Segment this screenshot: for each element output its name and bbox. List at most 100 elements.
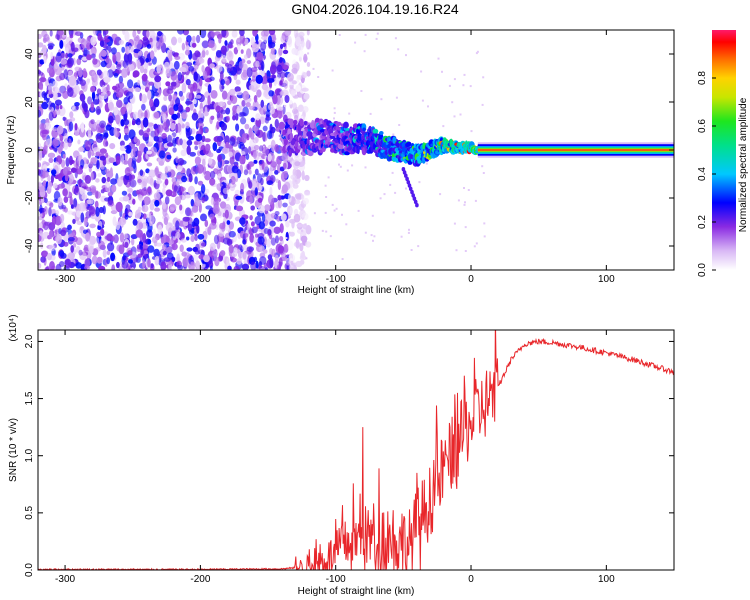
noise-blob [121,46,126,53]
noise-blob [42,170,49,178]
noise-blob [113,106,119,116]
noise-blob [217,154,223,163]
noise-blob [86,186,92,192]
noise-speck [453,115,456,118]
y-tick-label: 0 [24,147,35,153]
noise-blob [91,90,96,101]
noise-blob [146,43,152,49]
noise-blob [201,135,206,143]
noise-blob [55,235,63,245]
noise-blob [66,63,73,68]
noise-blob [210,115,215,121]
snr-panel: -300 -200 -100 0 100 0.0 0.5 1.0 1.5 2.0 Height … [8,314,675,597]
noise-blob [146,175,154,184]
x-tick-label: 100 [598,274,615,285]
noise-blob [119,232,125,243]
noise-blob [144,110,148,119]
noise-speck [288,231,291,234]
noise-blob [226,115,231,122]
noise-speck [441,70,443,73]
noise-blob [41,129,49,135]
noise-blob [216,65,223,73]
noise-blob [277,198,282,209]
noise-blob [156,64,161,74]
noise-blob [261,83,269,91]
noise-blob [87,96,93,105]
noise-blob [195,133,203,142]
noise-blob [274,170,279,175]
noise-blob [195,260,200,268]
noise-blob [294,199,301,205]
x-tick-label: -200 [190,574,210,585]
noise-blob [104,235,112,241]
noise-speck [363,50,366,53]
noise-speck [325,196,328,198]
noise-blob [267,103,274,111]
noise-blob [84,265,91,270]
noise-blob [173,94,177,100]
noise-blob [244,233,249,238]
noise-blob [270,47,276,55]
noise-speck [482,172,485,174]
noise-blob [302,106,309,113]
noise-blob [250,117,255,123]
noise-speck [470,130,473,133]
noise-blob [254,168,259,176]
noise-blob [104,197,111,202]
noise-speck [333,117,335,120]
noise-speck [321,229,324,232]
noise-blob [141,204,149,213]
noise-speck [304,223,307,226]
noise-blob [219,201,227,209]
noise-blob [223,160,230,165]
noise-blob [271,145,275,152]
noise-blob [39,123,47,130]
noise-blob [305,40,312,50]
x-tick-label: 0 [468,574,474,585]
noise-blob [57,196,63,207]
noise-blob [64,133,68,142]
noise-blob [294,114,299,121]
noise-blob [268,90,274,97]
noise-speck [427,105,429,108]
signal-blob [287,118,295,126]
noise-blob [162,244,167,250]
noise-blob [236,38,241,43]
noise-blob [63,196,69,204]
noise-blob [238,61,244,69]
noise-blob [221,30,227,38]
signal-blob [329,135,336,139]
noise-blob [162,187,166,196]
colorbar-tick-label: 0.4 [697,167,708,181]
noise-blob [42,44,47,55]
noise-blob [220,45,227,55]
noise-blob [303,197,309,205]
noise-speck [462,84,465,87]
noise-blob [47,152,56,158]
noise-blob [276,109,284,119]
noise-blob [123,52,129,63]
noise-blob [55,263,62,270]
noise-blob [154,75,162,83]
noise-blob [132,198,136,205]
noise-blob [107,200,115,207]
noise-blob [86,54,92,61]
noise-blob [177,158,185,166]
noise-blob [197,117,204,124]
noise-blob [100,49,107,57]
noise-blob [264,267,268,270]
noise-blob [122,30,126,35]
noise-blob [74,31,82,37]
noise-speck [324,184,327,187]
noise-blob [69,34,74,39]
noise-blob [67,224,72,231]
noise-blob [124,145,132,150]
noise-blob [201,65,205,73]
noise-blob [166,154,172,160]
noise-blob [274,118,279,129]
noise-blob [273,226,281,234]
noise-blob [95,206,100,217]
tail-blob [411,193,416,198]
noise-blob [68,121,74,132]
noise-blob [196,164,204,174]
